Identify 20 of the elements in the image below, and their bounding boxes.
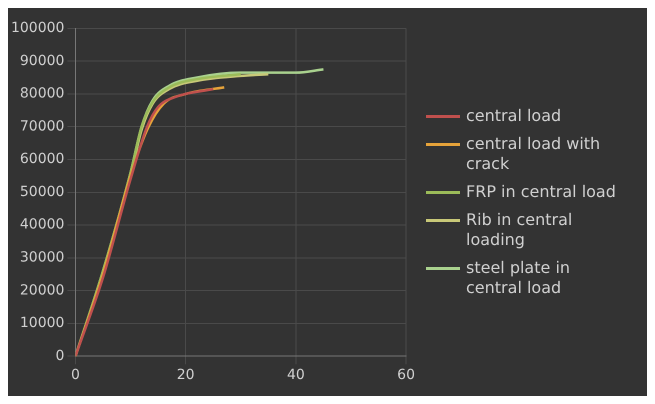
y-tick-label: 50000 [20, 184, 64, 200]
y-tick-label: 90000 [20, 52, 64, 69]
y-tick-label: 40000 [20, 216, 64, 233]
y-tick-label: 100000 [10, 20, 64, 36]
legend-label: FRP in central load [466, 182, 616, 202]
y-tick-label: 0 [56, 348, 64, 364]
y-tick-label: 20000 [20, 282, 64, 298]
legend-label: steel plate in central load [466, 258, 572, 298]
y-tick-label: 80000 [20, 86, 64, 102]
y-tick-label: 30000 [20, 250, 64, 266]
x-tick-label: 20 [176, 367, 195, 384]
y-tick-label: 60000 [20, 151, 64, 168]
legend-label: central load with crack [466, 134, 602, 174]
y-tick-label: 70000 [20, 118, 64, 134]
legend-label: Rib in central loading [466, 210, 574, 250]
x-tick-label: 0 [70, 367, 80, 384]
x-tick-label: 40 [286, 367, 305, 384]
legend-label: central load [466, 106, 562, 126]
x-tick-label: 60 [397, 367, 416, 384]
y-tick-label: 10000 [20, 315, 64, 332]
